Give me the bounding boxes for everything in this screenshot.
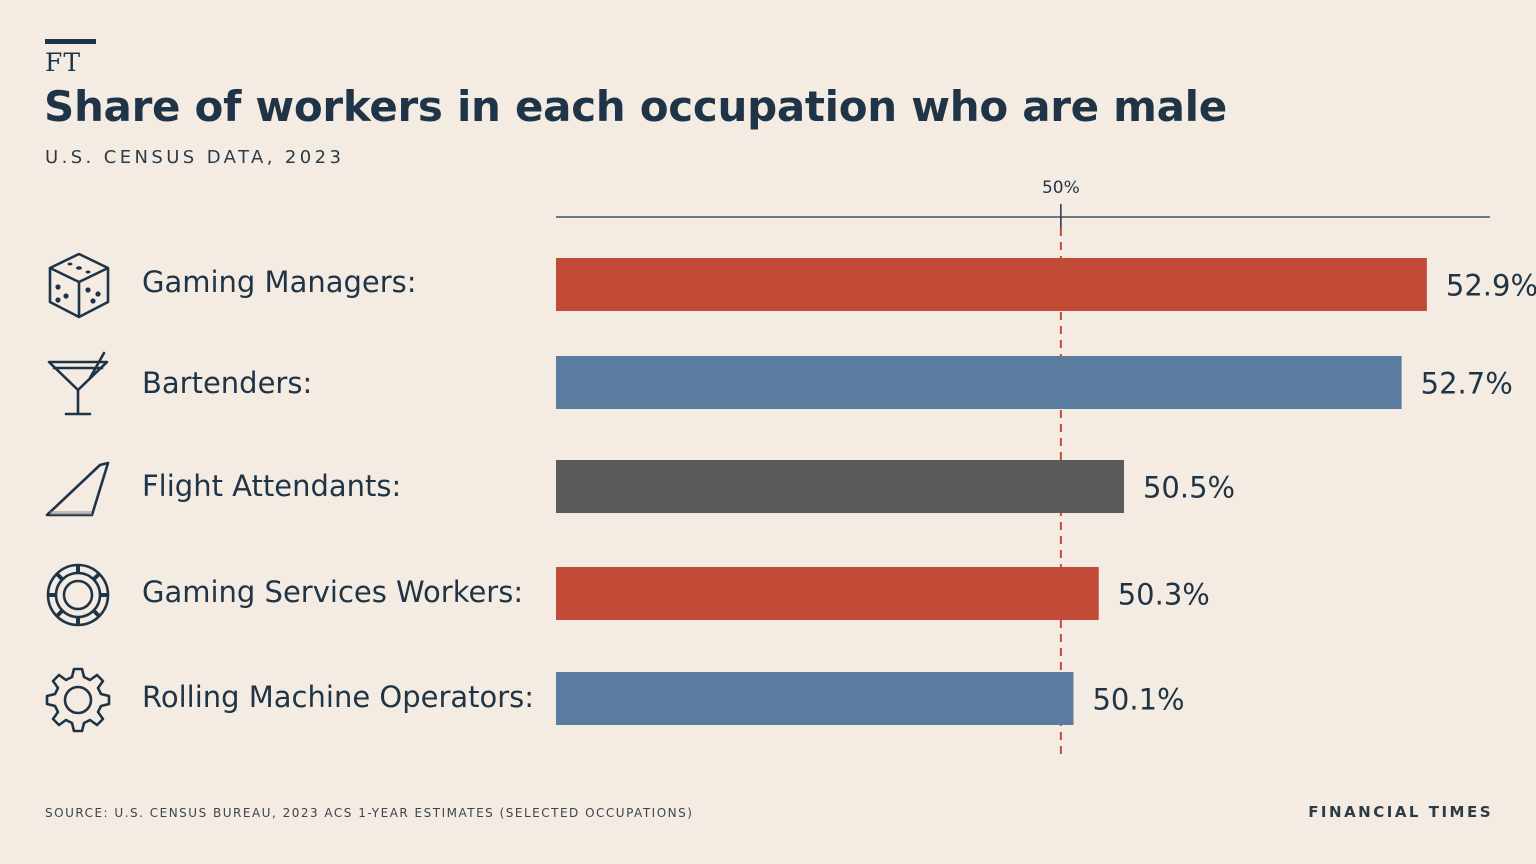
gear-icon (45, 667, 111, 733)
chart-subtitle: U.S. CENSUS DATA, 2023 (45, 147, 345, 168)
publisher-name: FINANCIAL TIMES (1308, 803, 1493, 821)
bar-bartenders (556, 356, 1402, 409)
casino-chip-icon (46, 563, 110, 627)
cocktail-glass-icon (47, 351, 109, 416)
value-label-gaming-managers: 52.9% (1446, 269, 1536, 303)
brand-rule (45, 39, 96, 44)
source-note: SOURCE: U.S. CENSUS BUREAU, 2023 ACS 1-Y… (45, 806, 694, 820)
value-label-rolling-machine-operators: 50.1% (1092, 683, 1184, 717)
airplane-tail-icon (45, 461, 110, 517)
bar-gaming-managers (556, 258, 1427, 311)
category-label-rolling-machine-operators: Rolling Machine Operators: (142, 680, 535, 714)
category-label-gaming-managers: Gaming Managers: (142, 265, 417, 299)
reference-label: 50% (1042, 178, 1080, 198)
category-label-gaming-services-workers: Gaming Services Workers: (142, 575, 524, 609)
dice-icon (48, 252, 110, 319)
brand-logo: FT (45, 48, 82, 77)
bar-rolling-machine-operators (556, 672, 1074, 725)
category-label-flight-attendants: Flight Attendants: (142, 469, 402, 503)
category-label-bartenders: Bartenders: (142, 366, 313, 400)
value-label-gaming-services-workers: 50.3% (1118, 578, 1210, 612)
value-label-flight-attendants: 50.5% (1143, 471, 1235, 505)
chart-title: Share of workers in each occupation who … (44, 82, 1227, 131)
bar-flight-attendants (556, 460, 1124, 513)
value-label-bartenders: 52.7% (1421, 367, 1513, 401)
bar-gaming-services-workers (556, 567, 1099, 620)
